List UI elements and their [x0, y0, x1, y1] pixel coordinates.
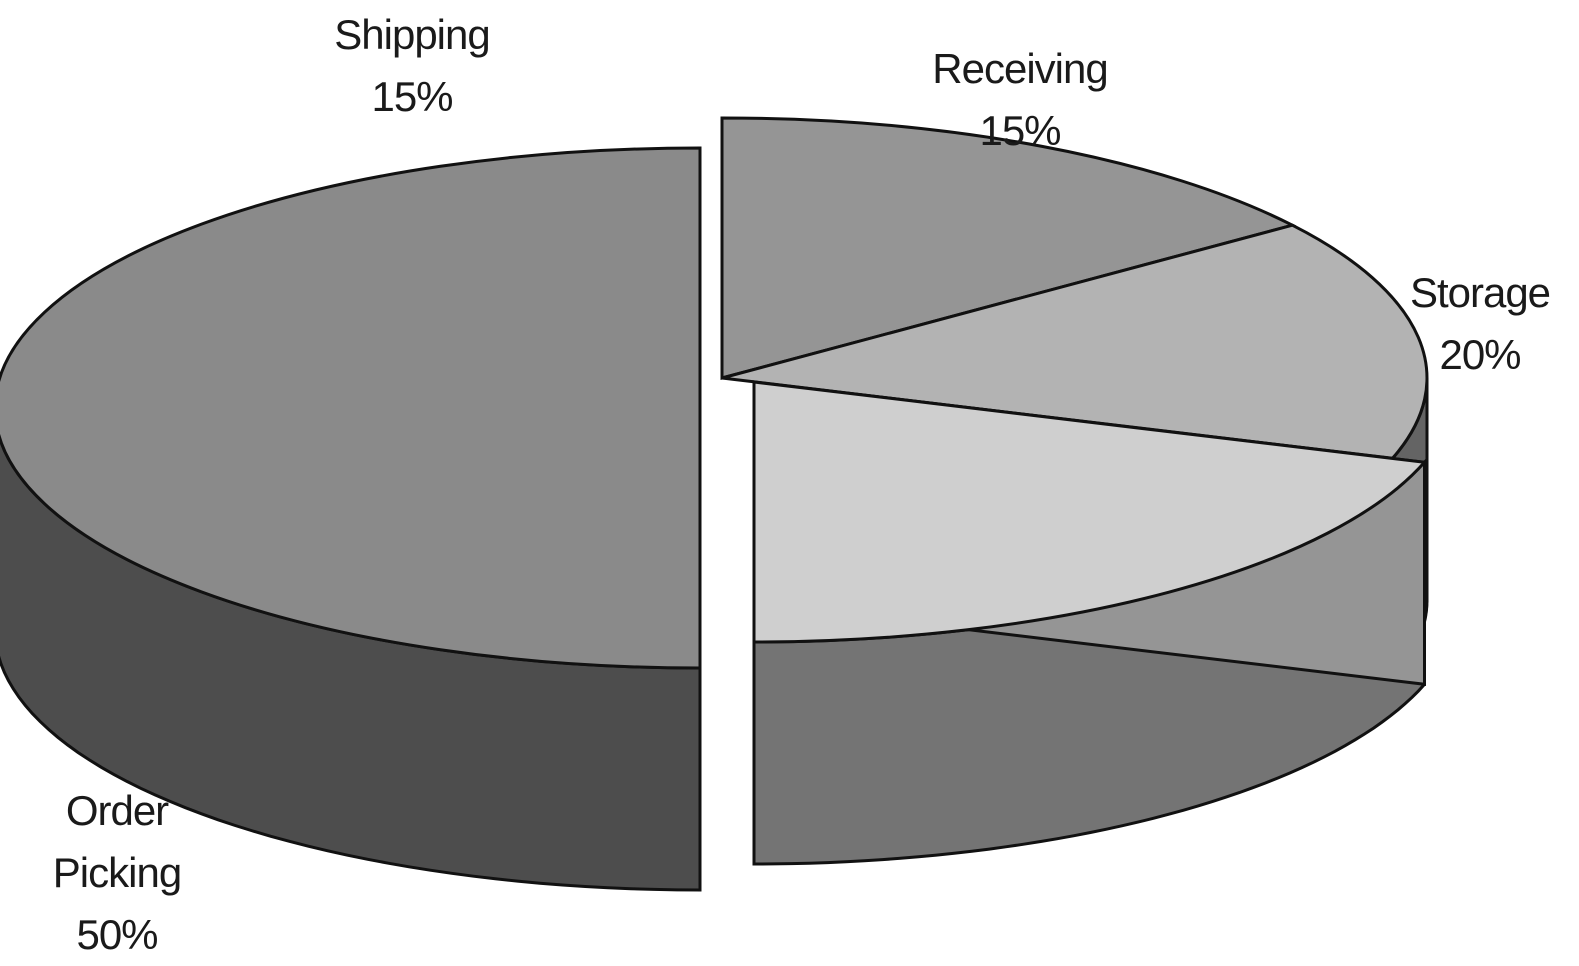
slice-label-storage: Storage 20% [1385, 262, 1575, 386]
pie-slices [0, 116, 1429, 892]
slice-value-storage: 20% [1439, 331, 1521, 378]
slice-label-order-picking: Order Picking 50% [22, 780, 212, 966]
slice-value-shipping: 15% [371, 73, 453, 120]
slice-name-order-line-1: Order [65, 787, 169, 834]
slice-top-storage [752, 380, 1428, 644]
slice-name-receiving: Receiving [932, 45, 1108, 92]
slice-name-storage: Storage [1409, 269, 1551, 316]
slice-top-shipping [720, 116, 1297, 380]
slice-name-order-line-2: Picking [52, 849, 182, 896]
slice-label-shipping: Shipping 15% [312, 4, 512, 128]
slice-value-receiving: 15% [979, 107, 1061, 154]
slice-shipping [720, 116, 1297, 380]
slice-value-order-picking: 50% [76, 911, 158, 958]
slice-name-shipping: Shipping [334, 11, 490, 58]
slice-top-receiving [721, 223, 1429, 460]
slice-top-order-picking [0, 146, 702, 670]
slice-storage [752, 380, 1428, 866]
slice-order-picking [0, 146, 702, 892]
slice-label-receiving: Receiving 15% [910, 38, 1130, 162]
